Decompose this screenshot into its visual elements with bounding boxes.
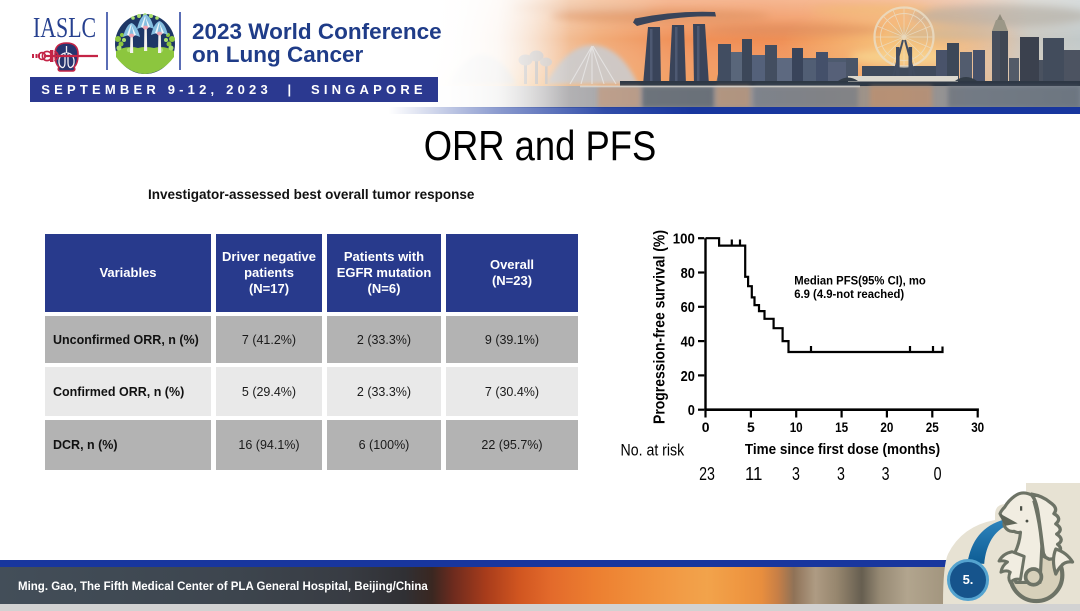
svg-text:Median PFS(95% CI), mo: Median PFS(95% CI), mo xyxy=(794,276,926,288)
svg-text:0: 0 xyxy=(702,419,710,435)
svg-text:40: 40 xyxy=(681,334,695,351)
svg-text:3: 3 xyxy=(837,464,845,484)
svg-text:20: 20 xyxy=(880,419,893,435)
svg-text:10: 10 xyxy=(790,419,803,435)
svg-text:80: 80 xyxy=(681,265,695,282)
svg-text:30: 30 xyxy=(971,419,984,435)
svg-text:No. at risk: No. at risk xyxy=(621,442,685,460)
svg-text:Progression-free survival (%): Progression-free survival (%) xyxy=(652,230,669,424)
svg-text:60: 60 xyxy=(681,299,695,316)
svg-text:25: 25 xyxy=(926,419,939,435)
svg-text:0: 0 xyxy=(688,402,695,419)
svg-text:15: 15 xyxy=(835,419,848,435)
svg-text:5: 5 xyxy=(747,419,755,435)
svg-text:3: 3 xyxy=(882,464,890,484)
svg-text:11: 11 xyxy=(745,464,763,484)
svg-text:6.9 (4.9-not reached): 6.9 (4.9-not reached) xyxy=(794,289,904,301)
svg-text:0: 0 xyxy=(934,464,942,484)
svg-text:20: 20 xyxy=(681,368,695,385)
svg-text:23: 23 xyxy=(699,464,715,484)
svg-text:100: 100 xyxy=(673,231,695,248)
svg-text:Time since first dose (months): Time since first dose (months) xyxy=(745,441,940,458)
svg-text:3: 3 xyxy=(792,464,800,484)
